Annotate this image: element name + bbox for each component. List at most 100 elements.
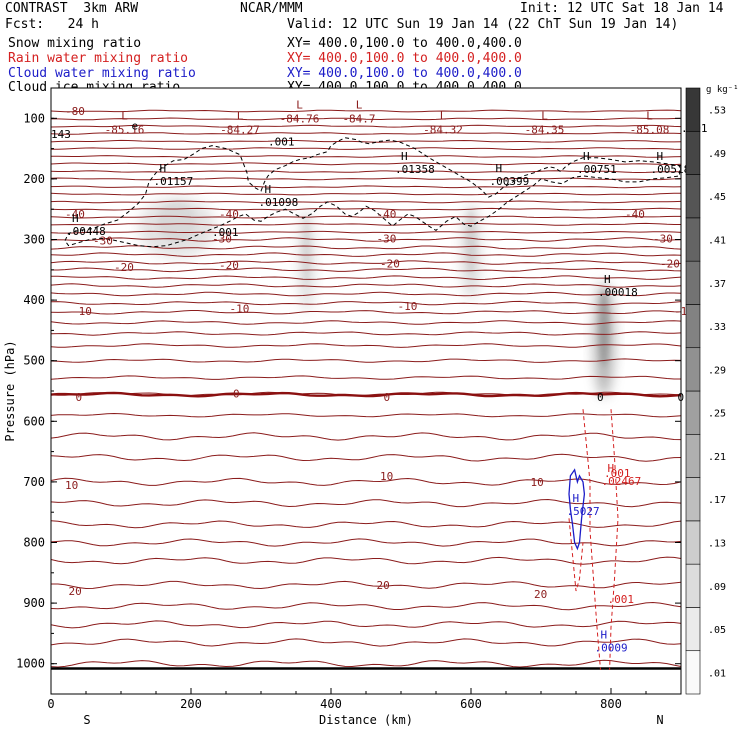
high-value: .5027 — [567, 505, 600, 518]
south-end-label: S — [83, 713, 90, 727]
contour-label: 143 — [51, 128, 71, 141]
isotherm-label: -10 — [398, 300, 418, 313]
x-tick-label: 200 — [180, 697, 202, 711]
y-tick-label: 200 — [23, 172, 45, 186]
contour-label: .001 — [604, 467, 631, 480]
high-marker: H — [401, 150, 408, 163]
isotherm-label: 20 — [534, 588, 547, 601]
high-value: .00018 — [598, 286, 638, 299]
y-tick-label: 500 — [23, 354, 45, 368]
low-value: -84.32 — [423, 123, 463, 136]
field-snow-xy: XY= 400.0,100.0 to 400.0,400.0 — [287, 36, 522, 51]
low-value: -84.76 — [280, 112, 320, 125]
high-value: .00751 — [577, 163, 617, 176]
x-tick-label: 400 — [320, 697, 342, 711]
freezing-level-line — [51, 391, 681, 398]
valid-time: Valid: 12 UTC Sun 19 Jan 14 (22 ChT Sun … — [287, 17, 679, 32]
isotherm-label: -20 — [660, 258, 680, 271]
title-left: CONTRAST 3km ARW — [5, 1, 139, 16]
colorbar-label: .05 — [708, 625, 726, 636]
isotherm-line — [51, 432, 681, 441]
y-tick-label: 100 — [23, 111, 45, 125]
high-value: .00399 — [490, 175, 530, 188]
low-value: -85.16 — [105, 123, 145, 136]
field-rain: Rain water mixing ratio — [8, 51, 189, 66]
isotherm-line — [51, 230, 681, 234]
y-axis-title: Pressure (hPa) — [3, 340, 17, 441]
high-marker: H — [604, 273, 611, 286]
isotherm-line — [51, 124, 681, 128]
north-end-label: N — [656, 713, 663, 727]
isotherm-line — [51, 207, 681, 211]
isotherm-label: -40 — [219, 208, 239, 221]
isotherm-line — [51, 260, 681, 265]
high-value: .0009 — [595, 641, 628, 654]
x-tick-label: 800 — [600, 697, 622, 711]
colorbar-label: .41 — [708, 236, 726, 247]
y-tick-label: 700 — [23, 475, 45, 489]
isotherm-line — [51, 556, 681, 565]
isotherm-line — [51, 283, 681, 288]
isotherm-line — [51, 320, 681, 325]
contour-label: e — [132, 120, 139, 133]
colorbar-segment — [685, 260, 701, 305]
colorbar-label: .09 — [708, 582, 726, 593]
colorbar-label: .29 — [708, 365, 726, 376]
colorbar-unit: g kg⁻¹ — [706, 85, 739, 95]
isotherm-line — [51, 170, 681, 174]
field-rain-xy: XY= 400.0,100.0 to 400.0,400.0 — [287, 51, 522, 66]
high-value: .02467 — [602, 475, 642, 488]
isotherm-line — [51, 601, 681, 611]
colorbar-label: .17 — [708, 495, 726, 506]
isotherm-line — [51, 275, 681, 281]
y-tick-label: 400 — [23, 293, 45, 307]
isotherm-label: -30 — [93, 235, 113, 248]
isotherm-line — [51, 520, 681, 529]
low-marker: L — [121, 109, 128, 122]
isotherm-line — [51, 638, 681, 647]
isotherm-label: -20 — [380, 258, 400, 271]
isotherm-line — [51, 358, 681, 363]
isotherm-line — [51, 139, 681, 143]
snow-blob-core — [598, 289, 610, 367]
isotherm-label: 10 — [65, 479, 78, 492]
isotherm-label: -10 — [230, 303, 250, 316]
y-tick-label: 900 — [23, 596, 45, 610]
plot-area — [51, 88, 681, 694]
isotherm-label: -80 — [65, 105, 85, 118]
snow-blob-core — [157, 201, 197, 242]
isotherm-label: 0 — [384, 391, 391, 404]
isotherm-label: 20 — [377, 579, 390, 592]
forecast-hour: Fcst: 24 h — [5, 17, 99, 32]
isotherm-line — [51, 412, 681, 418]
snow-blob-core — [302, 216, 311, 285]
colorbar-segment — [685, 563, 701, 608]
isotherm-label: -30 — [212, 232, 232, 245]
isotherm-label: -40 — [65, 208, 85, 221]
isotherm-label: -30 — [653, 232, 673, 245]
isotherm-line — [51, 331, 681, 336]
colorbar-segment — [685, 607, 701, 652]
y-tick-label: 300 — [23, 233, 45, 247]
colorbar-label: .37 — [708, 279, 726, 290]
isotherm-line — [51, 580, 681, 590]
high-marker: H — [496, 162, 503, 175]
y-tick-label: 800 — [23, 536, 45, 550]
colorbar-segment — [685, 304, 701, 349]
contour-label: .001 — [268, 135, 295, 148]
low-value: -84.7 — [342, 112, 375, 125]
high-marker: H — [72, 212, 79, 225]
rain-water-contour — [582, 409, 601, 670]
low-marker: L — [237, 109, 244, 122]
field-cloud-water-xy: XY= 400.0,100.0 to 400.0,400.0 — [287, 66, 522, 81]
isotherm-line — [51, 245, 681, 250]
low-value: -84.35 — [525, 123, 565, 136]
isotherm-label: -20 — [114, 261, 134, 274]
isotherm-label: -10 — [72, 305, 92, 318]
high-marker: H — [160, 162, 167, 175]
x-tick-label: 600 — [460, 697, 482, 711]
isotherm-label: -40 — [625, 208, 645, 221]
isotherm-line — [51, 109, 681, 113]
isotherm-label: 10 — [531, 476, 544, 489]
